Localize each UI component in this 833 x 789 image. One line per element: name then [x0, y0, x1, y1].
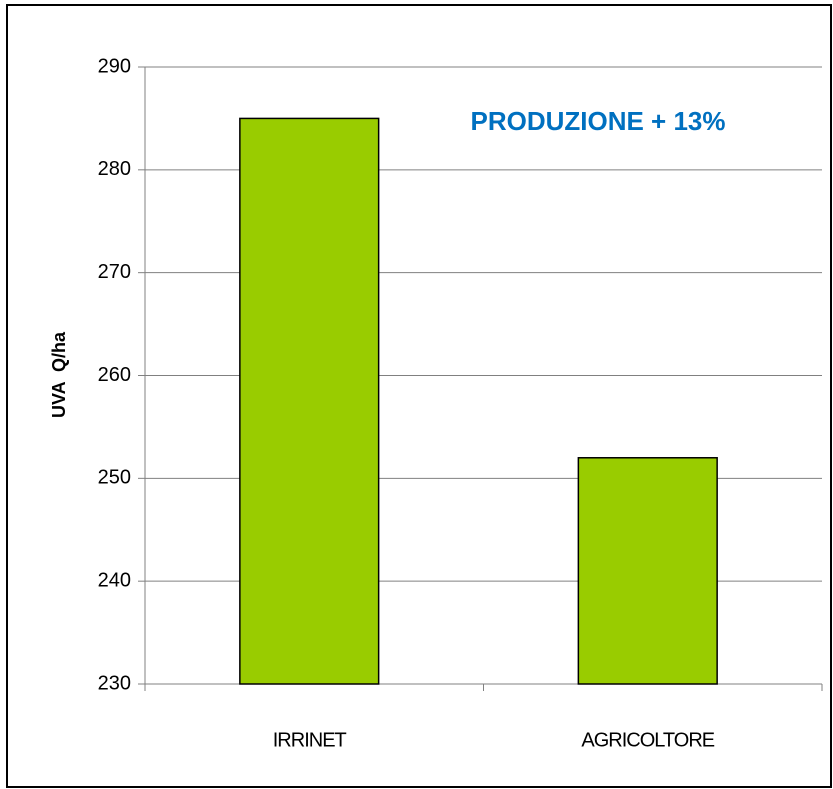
y-axis-label: UVA Q/ha	[49, 331, 69, 418]
y-tick-label: 240	[98, 569, 131, 591]
y-tick-label: 260	[98, 364, 131, 386]
y-tick-label: 290	[98, 55, 131, 77]
bar	[577, 457, 718, 685]
x-tick-label: IRRINET	[273, 729, 347, 751]
annotation: PRODUZIONE + 13%	[470, 106, 725, 136]
y-tick-label: 270	[98, 261, 131, 283]
y-tick-label: 280	[98, 158, 131, 180]
x-tick-label: AGRICOLTORE	[581, 729, 714, 751]
bar	[239, 117, 380, 685]
y-tick-label: 250	[98, 467, 131, 489]
y-tick-label: 230	[98, 672, 131, 694]
